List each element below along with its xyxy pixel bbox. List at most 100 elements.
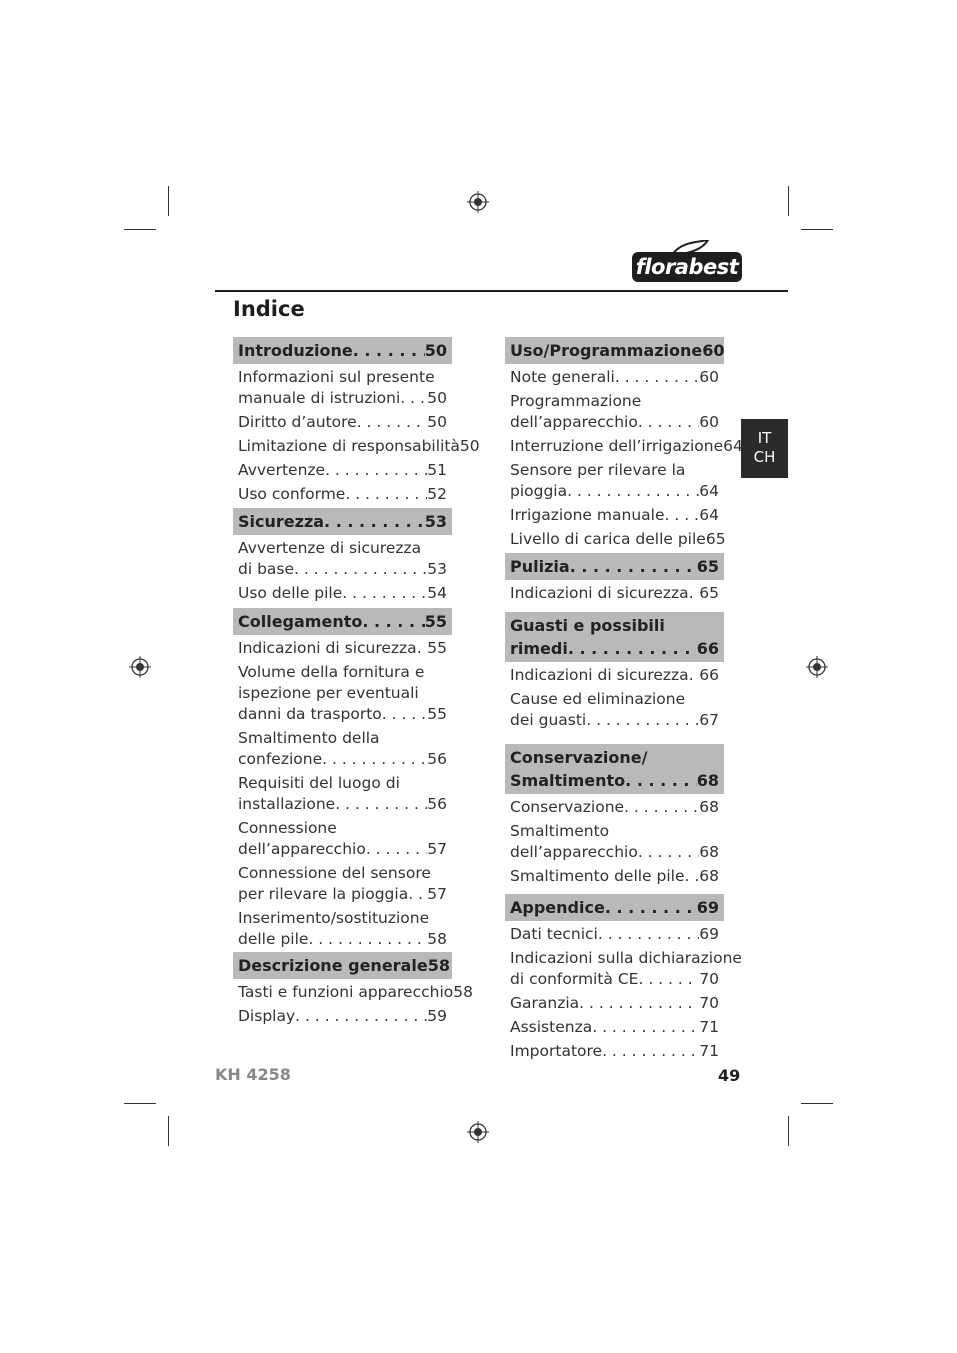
heading-line: Guasti e possibili <box>510 614 719 637</box>
dot-leader <box>353 339 425 362</box>
toc-entry: Avvertenze di sicurezza di base 53 <box>233 538 452 580</box>
entry-line: di base 53 <box>238 559 447 580</box>
entry-line: Sensore per rilevare la <box>510 460 719 481</box>
dot-leader <box>408 884 427 905</box>
entry-page: 68 <box>699 867 719 885</box>
entry-page: 50 <box>459 437 480 455</box>
section-heading: Conservazione/Smaltimento 68 <box>505 744 724 794</box>
entry-line: dei guasti 67 <box>510 710 719 731</box>
entry-page: 68 <box>699 798 719 816</box>
toc-entry: Limitazione di responsabilità 50 <box>233 436 480 457</box>
entry-page: 54 <box>427 584 447 602</box>
entry-text: Volume della fornitura e <box>238 663 425 681</box>
page-title: Indice <box>233 297 305 321</box>
dot-leader <box>605 896 697 919</box>
entry-page: 57 <box>427 885 447 903</box>
section-heading: Pulizia 65 <box>505 553 724 580</box>
entry-page: 66 <box>699 666 719 684</box>
crop-mark <box>168 1116 169 1146</box>
heading-line: rimedi 66 <box>510 637 719 660</box>
entry-line: Volume della fornitura e <box>238 662 447 683</box>
entry-text: Connessione del sensore <box>238 864 431 882</box>
toc-entry: Irrigazione manuale 64 <box>505 505 724 526</box>
lang-ch: CH <box>753 448 776 466</box>
entry-text: Note generali <box>510 368 615 386</box>
header-rule <box>215 290 788 292</box>
toc-entry: Avvertenze 51 <box>233 460 452 481</box>
dot-leader <box>362 610 424 633</box>
dot-leader <box>568 637 697 660</box>
dot-leader <box>382 704 428 725</box>
toc-entry: Indicazioni di sicurezza 66 <box>505 665 724 686</box>
heading-page: 55 <box>424 612 447 631</box>
toc-entry: Diritto d’autore 50 <box>233 412 452 433</box>
dot-leader <box>345 484 427 505</box>
dot-leader <box>570 555 697 578</box>
section-heading: Descrizione generale 58 <box>233 952 452 979</box>
dot-leader <box>295 1006 427 1027</box>
entry-line: dell’apparecchio 60 <box>510 412 719 433</box>
toc-entry: Garanzia 70 <box>505 993 724 1014</box>
heading-page: 53 <box>424 512 447 531</box>
dot-leader <box>689 665 700 686</box>
entry-text: Garanzia <box>510 994 580 1012</box>
toc-entry: Requisiti del luogo di installazione 56 <box>233 773 452 815</box>
dot-leader <box>638 969 699 990</box>
entry-page: 50 <box>427 413 447 431</box>
lang-it: IT <box>757 429 772 447</box>
entry-text: Indicazioni sulla dichiarazione <box>510 949 742 967</box>
entry-text: manuale di istruzioni <box>238 389 401 407</box>
heading-text: Guasti e possibili <box>510 616 665 635</box>
dot-leader <box>689 583 700 604</box>
entry-page: 55 <box>427 705 447 723</box>
toc-entry: Indicazioni sulla dichiarazione di confor… <box>505 948 742 990</box>
entry-line: delle pile 58 <box>238 929 447 950</box>
entry-page: 65 <box>705 530 726 548</box>
heading-line: Pulizia 65 <box>510 555 719 578</box>
crop-mark <box>801 229 833 230</box>
entry-line: Informazioni sul presente <box>238 367 447 388</box>
heading-line: Collegamento 55 <box>238 610 447 633</box>
entry-text: Uso conforme <box>238 485 346 503</box>
entry-text: Informazioni sul presente <box>238 368 435 386</box>
entry-text: Interruzione dell’irrigazione <box>510 437 724 455</box>
entry-line: Limitazione di responsabilità 50 <box>238 436 480 457</box>
entry-text: Indicazioni di sicurezza <box>510 666 689 684</box>
toc-entry: Importatore 71 <box>505 1041 724 1062</box>
entry-page: 56 <box>427 750 447 768</box>
entry-line: Display 59 <box>238 1006 447 1027</box>
entry-text: Conservazione <box>510 798 625 816</box>
toc-entry: Connessione del sensore per rilevare la p… <box>233 863 452 905</box>
entry-text: Inserimento/sostituzione <box>238 909 430 927</box>
model-number: KH 4258 <box>215 1065 291 1084</box>
entry-line: pioggia 64 <box>510 481 719 502</box>
dot-leader <box>417 638 428 659</box>
entry-page: 67 <box>699 711 719 729</box>
toc-section: Guasti e possibilirimedi66Indicazioni di… <box>505 612 724 731</box>
entry-line: Requisiti del luogo di <box>238 773 447 794</box>
language-tab: IT CH <box>741 419 788 478</box>
entry-line: Assistenza 71 <box>510 1017 719 1038</box>
dot-leader <box>342 583 427 604</box>
toc-entry: Display 59 <box>233 1006 452 1027</box>
entry-text: Display <box>238 1007 296 1025</box>
registration-mark-icon <box>467 191 489 213</box>
entry-page: 60 <box>699 413 719 431</box>
crop-mark <box>788 186 789 216</box>
heading-text: rimedi <box>510 639 568 658</box>
entry-line: Indicazioni di sicurezza 65 <box>510 583 719 604</box>
entry-text: Limitazione di responsabilità <box>238 437 460 455</box>
entry-line: per rilevare la pioggia 57 <box>238 884 447 905</box>
entry-line: Connessione <box>238 818 447 839</box>
entry-text: Avvertenze <box>238 461 326 479</box>
heading-line: Smaltimento 68 <box>510 769 719 792</box>
toc-entry: Interruzione dell’irrigazione 64 <box>505 436 743 457</box>
entry-line: Interruzione dell’irrigazione 64 <box>510 436 743 457</box>
entry-line: Programmazione <box>510 391 719 412</box>
entry-page: 52 <box>427 485 447 503</box>
entry-page: 58 <box>427 930 447 948</box>
entry-text: dell’apparecchio <box>510 413 638 431</box>
entry-text: Indicazioni di sicurezza <box>238 639 417 657</box>
entry-line: installazione 56 <box>238 794 447 815</box>
